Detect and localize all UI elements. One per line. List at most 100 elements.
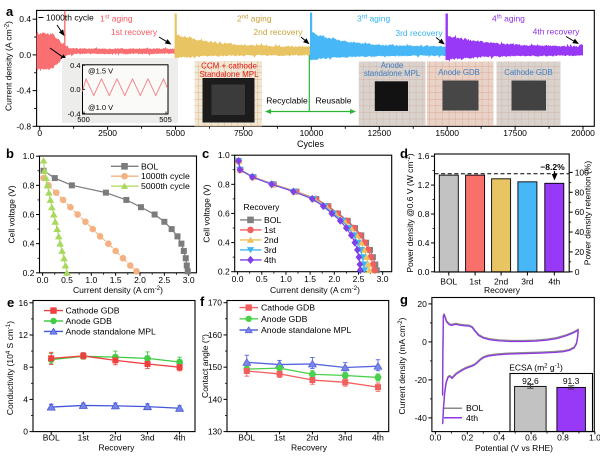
svg-text:0.0: 0.0 (37, 275, 49, 285)
svg-text:160: 160 (208, 330, 222, 340)
svg-text:0.4: 0.4 (218, 238, 230, 248)
svg-text:-0.4: -0.4 (68, 109, 81, 118)
svg-text:140: 140 (208, 394, 222, 404)
svg-text:3rd aging: 3rd aging (357, 14, 391, 24)
svg-text:-0.4: -0.4 (16, 86, 31, 96)
svg-text:2nd aging: 2nd aging (237, 14, 272, 24)
svg-text:Recovery: Recovery (291, 443, 328, 453)
svg-text:CCM + cathode: CCM + cathode (201, 62, 257, 71)
svg-text:0.0: 0.0 (19, 50, 31, 60)
svg-text:Current density (A cm-2): Current density (A cm-2) (270, 285, 360, 295)
svg-text:Cell voltage (V): Cell voltage (V) (202, 184, 212, 242)
svg-text:BOL: BOL (466, 403, 484, 413)
svg-text:3.0: 3.0 (183, 275, 195, 285)
svg-text:Potential (V vs RHE): Potential (V vs RHE) (475, 443, 553, 453)
svg-text:Cathode GDB: Cathode GDB (66, 306, 120, 316)
svg-text:0.8: 0.8 (218, 179, 230, 189)
svg-text:3rd recovery: 3rd recovery (395, 28, 443, 38)
svg-text:BOL: BOL (440, 277, 457, 287)
svg-text:0: 0 (422, 337, 427, 347)
svg-text:20000: 20000 (571, 128, 595, 138)
svg-text:4th recovery: 4th recovery (533, 27, 581, 37)
svg-text:0.6: 0.6 (23, 210, 35, 220)
svg-text:2nd recovery: 2nd recovery (253, 27, 303, 37)
svg-text:500: 500 (77, 115, 90, 124)
svg-text:-40: -40 (415, 413, 428, 423)
svg-text:15000: 15000 (435, 128, 459, 138)
svg-text:20: 20 (575, 247, 585, 257)
svg-text:d: d (400, 146, 408, 161)
svg-text:60: 60 (575, 207, 585, 217)
svg-text:100: 100 (575, 167, 589, 177)
svg-text:ECSA (m2 g-1): ECSA (m2 g-1) (509, 363, 563, 373)
svg-text:f: f (200, 294, 205, 309)
svg-text:Cathode GDB: Cathode GDB (504, 68, 553, 77)
svg-text:0: 0 (37, 128, 42, 138)
svg-text:Anode standalone MPL: Anode standalone MPL (66, 326, 156, 336)
svg-text:0.2: 0.2 (218, 267, 230, 277)
svg-text:12500: 12500 (367, 128, 391, 138)
svg-text:@1.5 V: @1.5 V (88, 67, 113, 76)
svg-text:1000th cycle: 1000th cycle (141, 171, 190, 181)
svg-text:a: a (6, 4, 14, 19)
svg-text:1.2: 1.2 (418, 180, 430, 190)
svg-text:0.6: 0.6 (525, 433, 537, 443)
svg-text:4: 4 (23, 394, 28, 404)
svg-text:4th: 4th (174, 433, 186, 443)
svg-text:Anode GDB: Anode GDB (261, 314, 308, 324)
svg-text:4th: 4th (466, 413, 478, 423)
svg-text:170: 170 (208, 298, 222, 308)
svg-text:10000: 10000 (300, 128, 324, 138)
svg-text:0.5: 0.5 (61, 275, 73, 285)
svg-text:Anode: Anode (381, 61, 404, 70)
svg-text:e: e (7, 295, 14, 310)
svg-text:3nd: 3nd (140, 433, 154, 443)
svg-text:c: c (202, 146, 209, 161)
svg-text:b: b (6, 146, 14, 161)
svg-text:150: 150 (208, 362, 222, 372)
svg-text:3nd: 3nd (338, 433, 352, 443)
svg-text:2500: 2500 (98, 128, 117, 138)
svg-text:17500: 17500 (503, 128, 527, 138)
svg-text:2nd: 2nd (494, 277, 508, 287)
svg-text:0.4: 0.4 (493, 433, 505, 443)
svg-text:4th: 4th (548, 277, 560, 287)
svg-text:1st: 1st (78, 433, 90, 443)
svg-text:4th aging: 4th aging (492, 14, 525, 24)
svg-text:Recyclable: Recyclable (266, 96, 308, 106)
svg-text:4th: 4th (264, 255, 276, 265)
svg-text:1.0: 1.0 (85, 275, 97, 285)
svg-text:1.0: 1.0 (280, 274, 292, 284)
svg-text:7500: 7500 (234, 128, 253, 138)
svg-text:5000: 5000 (166, 128, 185, 138)
svg-text:0.8: 0.8 (23, 180, 35, 190)
svg-text:Anode GDB: Anode GDB (438, 68, 480, 77)
svg-text:91.3: 91.3 (563, 376, 580, 386)
svg-text:Cycles: Cycles (297, 139, 325, 149)
svg-text:40: 40 (575, 227, 585, 237)
svg-text:Current density (mA cm-2): Current density (mA cm-2) (397, 317, 407, 414)
svg-text:1.0: 1.0 (589, 433, 600, 443)
svg-text:0.0: 0.0 (429, 433, 441, 443)
svg-text:1.5: 1.5 (110, 275, 122, 285)
svg-text:0: 0 (23, 427, 28, 437)
svg-text:1st aging: 1st aging (100, 14, 133, 24)
svg-text:1000th cycle: 1000th cycle (46, 13, 94, 23)
svg-text:Anode GDB: Anode GDB (66, 316, 113, 326)
svg-text:0.2: 0.2 (461, 433, 473, 443)
svg-text:0.8: 0.8 (557, 433, 569, 443)
svg-text:1.0: 1.0 (218, 150, 230, 160)
svg-text:4th: 4th (372, 433, 384, 443)
svg-text:16: 16 (19, 298, 29, 308)
svg-text:Current density (A cm-2): Current density (A cm-2) (4, 21, 14, 111)
svg-text:BOL: BOL (238, 433, 255, 443)
svg-text:1st: 1st (274, 433, 286, 443)
svg-text:g: g (400, 292, 408, 307)
svg-text:1st: 1st (264, 225, 276, 235)
svg-text:0.8: 0.8 (418, 209, 430, 219)
svg-text:1.0: 1.0 (23, 151, 35, 161)
svg-text:0.4: 0.4 (70, 61, 80, 70)
svg-text:Contact angle (°): Contact angle (°) (200, 334, 210, 398)
svg-text:Power density @0.6 V (W cm-2): Power density @0.6 V (W cm-2) (405, 153, 415, 272)
svg-text:BOL: BOL (141, 161, 159, 171)
